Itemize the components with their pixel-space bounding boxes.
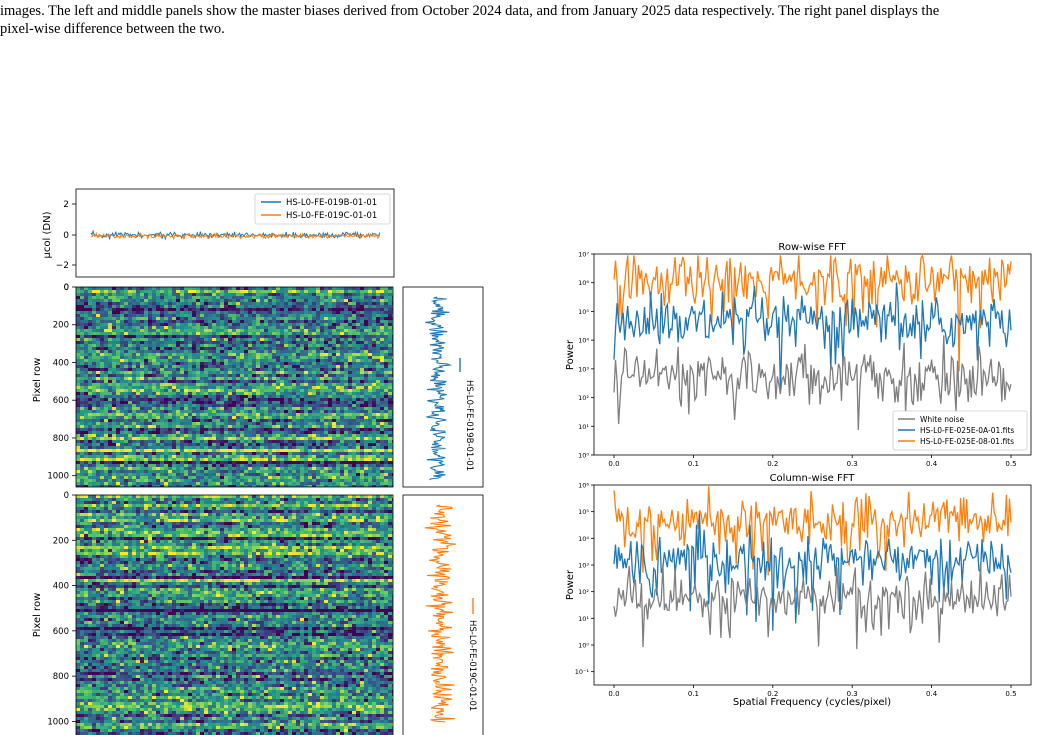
column-fft-xlabel: Spatial Frequency (cycles/pixel) xyxy=(733,697,891,708)
column-fft-line-blue xyxy=(613,513,1012,631)
fft-xtick: 0.5 xyxy=(1005,690,1016,698)
row-fft-legend-08: HS-L0-FE-025E-08-01.fits xyxy=(920,437,1014,446)
image-top-ytick: 1000 xyxy=(47,472,69,482)
bias-image-top-pixels xyxy=(76,287,393,487)
profile-ylabel: μcol (DN) xyxy=(42,211,53,258)
row-fft-line-08 xyxy=(613,253,1012,372)
image-bottom-ytick: 800 xyxy=(53,672,69,682)
fft-ytick: 10⁶ xyxy=(578,482,589,490)
column-fft-line-orange xyxy=(613,486,1012,576)
row-fft-line-white-noise xyxy=(613,335,1012,431)
fft-ytick: 10⁵ xyxy=(578,508,589,516)
fft-ytick: 10² xyxy=(578,588,589,596)
image-top-ytick: 400 xyxy=(53,358,69,368)
bias-image-top: Pixel row 0 200 xyxy=(32,283,394,488)
image-top-ylabel: Pixel row xyxy=(32,358,43,403)
side-profile-top: HS-L0-FE-019B-01-01 xyxy=(402,286,484,488)
row-fft-line-0A xyxy=(613,282,1012,391)
fft-xtick: 0.2 xyxy=(767,690,778,698)
profile-legend-019B: HS-L0-FE-019B-01-01 xyxy=(286,198,377,208)
profile-line-019C xyxy=(90,231,381,241)
side-profile-line-019B xyxy=(425,296,453,481)
profile-yticks: 2 0 −2 xyxy=(56,200,76,271)
fft-ytick: 10⁻¹ xyxy=(575,668,590,676)
profile-legend-019C: HS-L0-FE-019C-01-01 xyxy=(286,211,377,221)
side-label-019C: HS-L0-FE-019C-01-01 xyxy=(467,620,477,711)
figure-caption: images. The left and middle panels show … xyxy=(0,2,1050,38)
fft-ytick: 10⁴ xyxy=(578,337,589,345)
fft-ytick: 10⁵ xyxy=(578,308,589,316)
column-fft-title: Column-wise FFT xyxy=(770,473,856,484)
fft-ytick: 10³ xyxy=(578,562,589,570)
image-top-ytick: 0 xyxy=(64,283,69,293)
row-fft-legend-white-noise: White noise xyxy=(920,415,965,424)
fft-ytick: 10³ xyxy=(578,365,589,373)
row-fft-chart: Row-wise FFT Power White noise HS-L0-FE-… xyxy=(565,242,1032,456)
side-profile-bottom: HS-L0-FE-019C-01-01 xyxy=(402,494,484,735)
fft-ytick: 10⁶ xyxy=(578,279,589,287)
fft-ytick: 10⁰ xyxy=(578,642,589,650)
image-bottom-ytick: 200 xyxy=(53,536,69,546)
fft-xtick: 0.3 xyxy=(847,460,858,468)
row-fft-legend-0A: HS-L0-FE-025E-0A-01.fits xyxy=(920,426,1014,435)
profile-line-019B xyxy=(90,229,381,241)
image-top-ytick: 800 xyxy=(53,434,69,444)
fft-ytick: 10⁷ xyxy=(578,251,589,259)
fft-xtick: 0.2 xyxy=(767,460,778,468)
profile-ytick-m2: −2 xyxy=(56,261,69,271)
fft-xtick: 0.4 xyxy=(926,460,938,468)
image-top-ytick-0: 0 xyxy=(64,283,69,293)
fft-ytick: 10¹ xyxy=(578,615,589,623)
fft-ytick: 10¹ xyxy=(578,423,589,431)
fft-ytick: 10⁴ xyxy=(578,535,589,543)
side-label-019B: HS-L0-FE-019B-01-01 xyxy=(464,380,474,471)
column-profile-plot: 2 0 −2 μcol (DN) HS-L0-FE-019B-01-01 HS-… xyxy=(42,188,395,278)
column-fft-line-gray xyxy=(613,564,1012,650)
fft-xtick: 0.0 xyxy=(608,690,619,698)
row-fft-ylabel: Power xyxy=(565,339,576,370)
image-bottom-ytick: 400 xyxy=(53,582,69,592)
image-bottom-ytick: 600 xyxy=(53,627,69,637)
fft-xtick: 0.0 xyxy=(608,460,619,468)
side-profile-line-019C xyxy=(424,504,456,723)
profile-ytick-0: 0 xyxy=(63,231,69,241)
fft-axis-ticks: 0.0 0.1 0.2 0.3 0.4 0.5 10⁰ 10¹ 10² 10³ 10⁴ 10⁵ 10⁶ 1… xyxy=(575,251,1017,699)
caption-line-1: images. The left and middle panels show … xyxy=(0,3,940,19)
fft-ytick: 10⁰ xyxy=(578,452,589,460)
image-bottom-ytick: 1000 xyxy=(47,717,69,727)
image-bottom-ytick: 0 xyxy=(64,491,69,501)
fft-xtick: 0.3 xyxy=(847,690,858,698)
bias-image-bottom: Pixel row xyxy=(32,494,394,735)
profile-legend: HS-L0-FE-019B-01-01 HS-L0-FE-019C-01-01 xyxy=(254,193,391,225)
fft-xtick: 0.4 xyxy=(926,690,938,698)
caption-line-2: pixel-wise difference between the two. xyxy=(0,21,225,37)
column-fft-chart: Column-wise FFT Power Spatial Frequency … xyxy=(565,473,1032,708)
profile-ytick-2: 2 xyxy=(63,200,69,210)
column-fft-ylabel: Power xyxy=(565,569,576,600)
image-top-ytick: 200 xyxy=(53,321,69,331)
image-yticks: 0 200 400 600 800 1000 0 200 400 600 800 1000 xyxy=(47,283,76,727)
fft-xtick: 0.1 xyxy=(688,460,699,468)
fft-ytick: 10² xyxy=(578,394,589,402)
fft-xtick: 0.5 xyxy=(1005,460,1016,468)
fft-xtick: 0.1 xyxy=(688,690,699,698)
bias-image-bottom-pixels xyxy=(76,495,393,735)
image-top-ytick: 600 xyxy=(53,396,69,406)
image-bottom-ylabel: Pixel row xyxy=(32,593,43,638)
row-fft-title: Row-wise FFT xyxy=(778,242,846,253)
row-fft-legend: White noise HS-L0-FE-025E-0A-01.fits HS-… xyxy=(892,410,1028,451)
